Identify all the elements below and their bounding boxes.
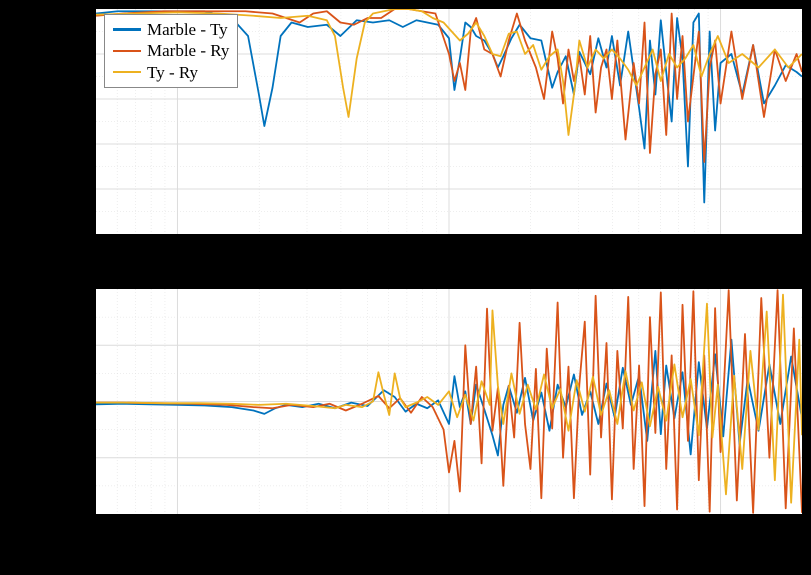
legend-item: Marble - Ty — [113, 19, 229, 40]
legend: Marble - Ty Marble - Ry Ty - Ry — [104, 14, 238, 88]
legend-label: Marble - Ry — [147, 40, 229, 61]
legend-item: Ty - Ry — [113, 62, 229, 83]
legend-swatch — [113, 28, 141, 31]
legend-swatch — [113, 71, 141, 74]
legend-swatch — [113, 50, 141, 53]
legend-label: Marble - Ty — [147, 19, 228, 40]
chart-panel-bottom — [95, 288, 803, 515]
legend-item: Marble - Ry — [113, 40, 229, 61]
legend-label: Ty - Ry — [147, 62, 198, 83]
